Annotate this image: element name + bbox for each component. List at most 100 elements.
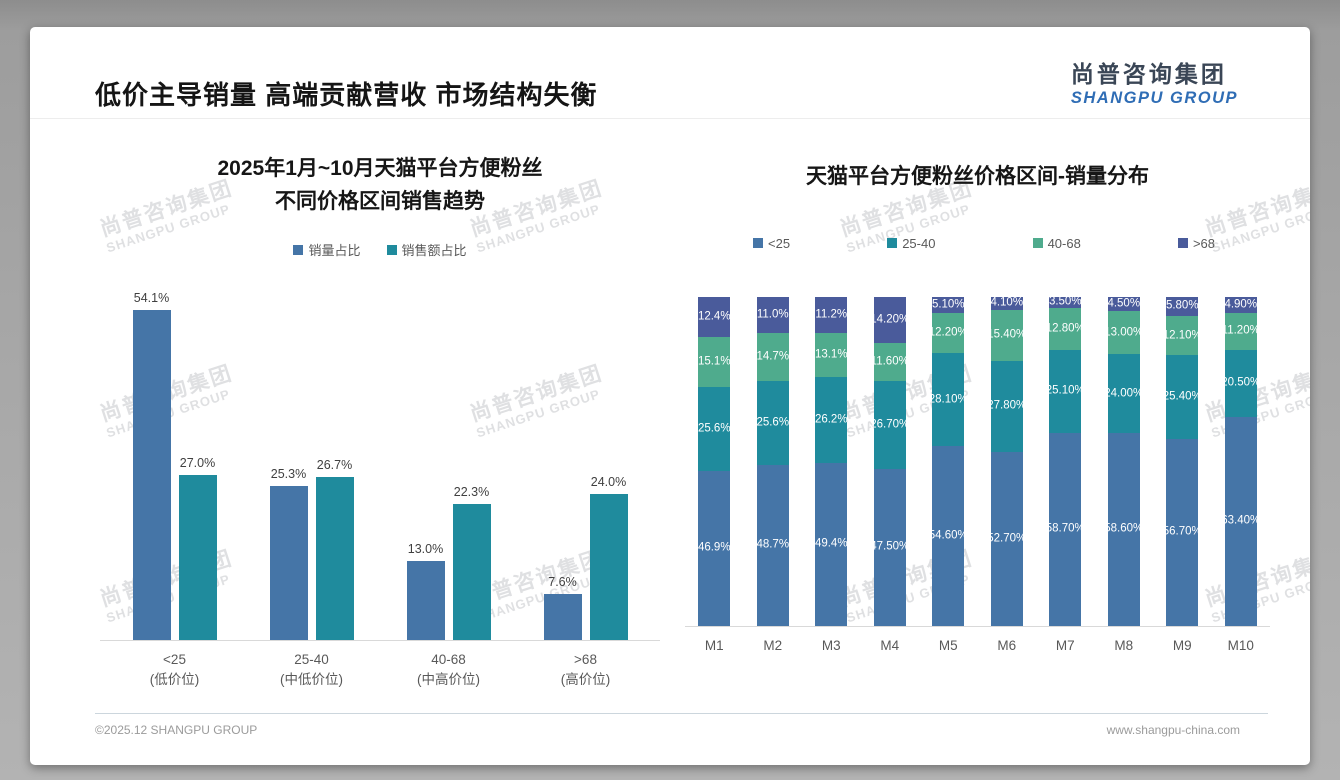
bar-value-label: 24.0% [590, 474, 627, 489]
legend-swatch [386, 244, 397, 255]
segment-25-40: 25.10% [1046, 350, 1085, 433]
segment-value-label: 12.10% [1162, 328, 1202, 341]
bar-group: 54.1% 27.0% [132, 291, 217, 641]
slide-footer: ©2025.12 SHANGPU GROUP www.shangpu-china… [30, 713, 1310, 765]
segment-value-label: 5.10% [931, 298, 965, 311]
left-chart-title: 2025年1月~10月天猫平台方便粉丝 不同价格区间销售趋势 [217, 157, 543, 213]
segment-value-label: 25.10% [1045, 384, 1085, 397]
left-chart-legend: 销量占比 销售额占比 [100, 240, 660, 259]
segment-value-label: 11.20% [1221, 324, 1260, 337]
bar-value-label: 54.1% [133, 291, 170, 306]
bar-销售额占比->68: 24.0% [589, 475, 628, 641]
bar-value-label: 22.3% [453, 485, 490, 500]
stacked-column-M3: 49.4% 26.2% 13.1% 11.2% [815, 296, 848, 626]
segment-<25: 52.70% [987, 452, 1026, 626]
x-axis-label: M9 [1172, 637, 1192, 653]
footer-copyright: ©2025.12 SHANGPU GROUP [95, 723, 258, 737]
segment-40-68: 13.00% [1104, 311, 1143, 355]
segment-25-40: 26.70% [870, 381, 909, 470]
segment-<25: 58.70% [1046, 432, 1085, 626]
legend-swatch [753, 238, 763, 249]
bar-销量占比-40-68: 13.0% [406, 542, 445, 641]
bar-销量占比-25-40: 25.3% [269, 467, 308, 641]
segment-value-label: 47.50% [870, 540, 910, 553]
stacked-column-M4: 47.50% 26.70% 11.60% 14.20% [870, 296, 909, 626]
legend-label: <25 [768, 235, 791, 251]
segment-40-68: 15.40% [987, 310, 1026, 361]
segment-value-label: 56.70% [1162, 525, 1202, 538]
segment-<25: 46.9% [697, 471, 731, 626]
footer-website: www.shangpu-china.com [1106, 723, 1240, 737]
x-axis-label: 40-68 (中高价位) [417, 652, 480, 687]
segment->68: 3.50% [1048, 295, 1082, 309]
segment->68: 11.0% [756, 296, 789, 333]
segment->68: 5.10% [931, 296, 965, 314]
segment->68: 11.2% [815, 296, 848, 334]
legend-swatch [887, 238, 898, 249]
x-axis-label: M6 [997, 637, 1017, 653]
segment-value-label: 58.60% [1104, 522, 1144, 535]
x-axis-label: M2 [763, 637, 783, 653]
bar-销量占比->68: 7.6% [543, 575, 582, 641]
left-chart-x-axis: <25 (低价位) 25-40 (中低价位) 40-68 (中高价位) >68 (高价位) [100, 650, 660, 689]
segment-<25: 49.4% [815, 462, 848, 626]
segment-value-label: 4.50% [1107, 297, 1141, 310]
x-axis-label: 25-40 (中低价位) [280, 652, 343, 687]
legend-item: >68 [1177, 235, 1215, 251]
segment-value-label: 27.80% [987, 399, 1027, 412]
legend-item: 销售额占比 [386, 240, 467, 259]
bar-value-label: 7.6% [548, 574, 577, 589]
legend-label: >68 [1192, 235, 1215, 251]
slide-header: 低价主导销量 高端贡献营收 市场结构失衡 尚普咨询集团 SHANGPU GROU… [30, 27, 1310, 119]
segment-25-40: 20.50% [1221, 349, 1260, 417]
segment-40-68: 15.1% [698, 337, 731, 388]
bar-value-label: 13.0% [407, 541, 444, 556]
x-axis-label: M8 [1114, 637, 1134, 653]
stacked-column-M8: 58.60% 24.00% 13.00% 4.50% [1104, 296, 1143, 626]
segment-25-40: 27.80% [987, 360, 1026, 453]
header-divider [30, 118, 1310, 119]
stacked-column-M6: 52.70% 27.80% 15.40% 4.10% [987, 296, 1026, 626]
segment-value-label: 12.80% [1045, 322, 1085, 335]
segment-value-label: 48.7% [756, 538, 790, 551]
page-title: 低价主导销量 高端贡献营收 市场结构失衡 [95, 80, 598, 110]
segment-value-label: 58.70% [1045, 522, 1085, 535]
segment-25-40: 28.10% [929, 353, 968, 446]
segment-value-label: 46.9% [697, 541, 731, 554]
segment-value-label: 20.50% [1221, 376, 1261, 389]
logo-chinese-name: 尚普咨询集团 [1070, 61, 1227, 87]
x-axis-label: M3 [821, 637, 841, 653]
legend-swatch [293, 244, 304, 255]
segment-40-68: 11.60% [871, 343, 909, 382]
segment-value-label: 26.70% [870, 418, 910, 431]
segment->68: 5.80% [1166, 296, 1199, 316]
segment-value-label: 4.10% [990, 296, 1024, 309]
segment-value-label: 14.7% [756, 350, 790, 363]
segment-value-label: 11.2% [815, 308, 848, 321]
segment->68: 4.10% [990, 296, 1024, 311]
bar-销量占比-<25: 54.1% [132, 291, 171, 641]
left-chart-plot-area: 54.1% 27.0% 25.3% 26.7% 13.0% 22.3% 7.6% 24.0% [100, 291, 660, 642]
segment-40-68: 12.20% [929, 313, 968, 354]
x-axis-label: M1 [704, 637, 724, 653]
segment-value-label: 12.20% [928, 326, 968, 339]
segment-value-label: 12.4% [697, 310, 731, 323]
legend-label: 40-68 [1047, 235, 1081, 251]
segment-value-label: 24.00% [1104, 386, 1144, 399]
segment-40-68: 12.80% [1046, 308, 1085, 351]
legend-item: 25-40 [887, 236, 935, 251]
company-logo: 尚普咨询集团 SHANGPU GROUP [1071, 55, 1238, 108]
x-axis-label: M7 [1055, 637, 1075, 653]
segment-40-68: 11.20% [1221, 312, 1260, 350]
segment-<25: 48.7% [756, 465, 790, 626]
segment-value-label: 14.20% [870, 313, 910, 326]
bar-销售额占比-25-40: 26.7% [315, 458, 354, 641]
segment-value-label: 4.90% [1224, 297, 1258, 310]
stacked-column-M5: 54.60% 28.10% 12.20% 5.10% [929, 296, 968, 626]
segment-value-label: 28.10% [928, 392, 968, 405]
bar-销售额占比-40-68: 22.3% [452, 485, 491, 641]
bar-销售额占比-<25: 27.0% [178, 456, 217, 641]
segment-value-label: 3.50% [1048, 295, 1082, 308]
segment-value-label: 54.60% [928, 528, 968, 541]
segment-value-label: 63.40% [1221, 514, 1261, 527]
